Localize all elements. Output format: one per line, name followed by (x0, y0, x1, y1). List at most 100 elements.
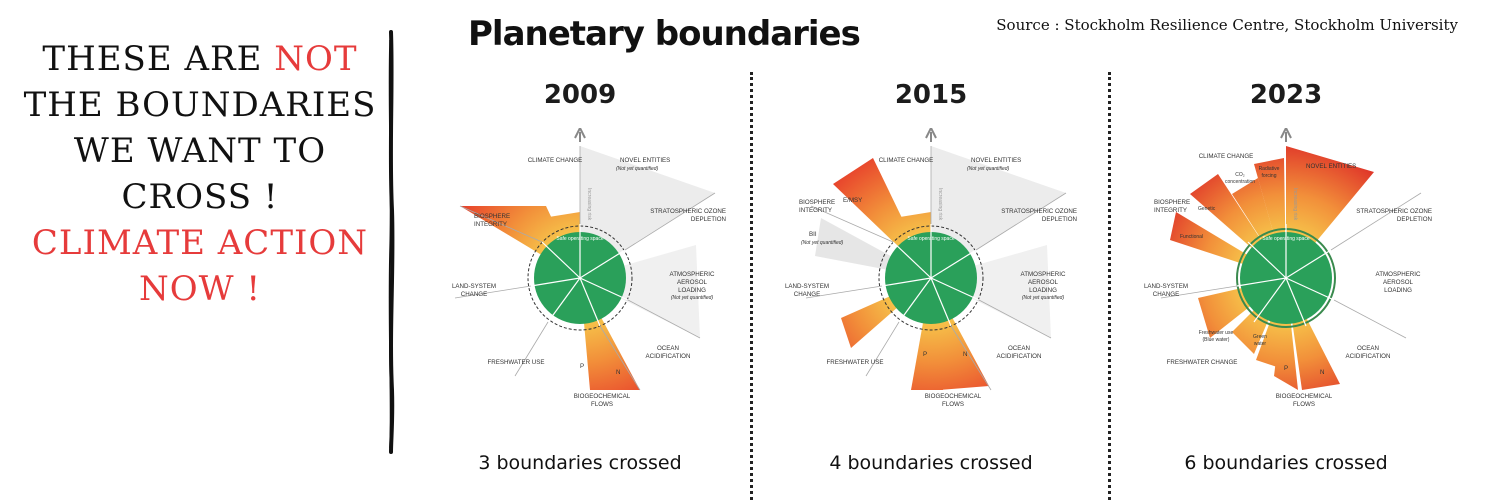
label-aerosol: ATMOSPHERIC (1021, 271, 1066, 278)
increasing-risk-arrow (925, 128, 937, 142)
slogan-line-1-text: THESE ARE (42, 39, 275, 79)
slogan-line-4: CROSS ! (121, 177, 279, 217)
label-ozone-2: DEPLETION (691, 216, 726, 223)
label-biogeochemical-2: FLOWS (942, 401, 964, 408)
climate-slogan: THESE ARE NOT THE BOUNDARIES WE WANT TO … (20, 36, 380, 312)
label-biosphere: BIOSPHERE (1154, 199, 1190, 206)
label-land-system-2: CHANGE (794, 291, 820, 298)
label-biosphere-2: INTEGRITY (1154, 207, 1187, 214)
not-quantified-sector (580, 146, 715, 278)
biogeochemical-p-wedge (1274, 278, 1298, 390)
boundaries-crossed-caption: 3 boundaries crossed (478, 452, 682, 474)
label-aerosol-3: LOADING (678, 287, 706, 294)
boundaries-wheel-2023: Increasing risk Safe operating space CLI… (1144, 128, 1432, 408)
label-biogeochemical: BIOGEOCHEMICAL (925, 393, 982, 400)
label-climate-change: CLIMATE CHANGE (879, 157, 934, 164)
label-ozone: STRATOSPHERIC OZONE (1001, 208, 1077, 215)
label-freshwater: FRESHWATER USE (487, 359, 544, 366)
label-p: P (923, 351, 927, 358)
not-quantified-sector (931, 245, 1051, 338)
label-radiative-forcing: Radiative (1259, 166, 1280, 172)
label-ozone: STRATOSPHERIC OZONE (650, 208, 726, 215)
label-co2-2: concentration (1225, 179, 1255, 185)
slogan-line-2: THE BOUNDARIES (23, 85, 377, 125)
label-genetic: Genetic (1198, 206, 1216, 212)
label-novel-entities: NOVEL ENTITIES (620, 157, 670, 164)
label-not-quantified: (Not yet quantified) (801, 240, 844, 246)
panel-2009: 2009 Increasing risk Safe operating (410, 76, 750, 496)
label-ocean: OCEAN (657, 345, 679, 352)
label-freshwater: FRESHWATER USE (826, 359, 883, 366)
divider-dotted-2 (1108, 72, 1111, 500)
increasing-risk-arrow (574, 128, 586, 142)
label-aerosol-2: AEROSOL (1383, 279, 1413, 286)
year-label: 2015 (894, 80, 968, 110)
label-land-system-2: CHANGE (1153, 291, 1179, 298)
safe-boundary-ring (878, 225, 984, 331)
label-green-water-2: water (1254, 341, 1267, 347)
label-climate-change: CLIMATE CHANGE (528, 157, 583, 164)
slogan-line-3: WE WANT TO (73, 131, 327, 171)
boundaries-crossed-caption: 6 boundaries crossed (1184, 452, 1388, 474)
label-ozone: STRATOSPHERIC OZONE (1356, 208, 1432, 215)
safe-space-label: Safe operating space (907, 236, 954, 242)
label-p: P (580, 363, 584, 370)
slogan-line-1: THESE ARE NOT (20, 36, 380, 82)
label-novel-entities: NOVEL ENTITIES (971, 157, 1021, 164)
safe-space-label: Safe operating space (1262, 236, 1309, 242)
label-co2: CO₂ (1235, 172, 1245, 178)
label-biogeochemical: BIOGEOCHEMICAL (1276, 393, 1333, 400)
boundaries-wheel-2015: Increasing risk Safe operating space CLI… (785, 128, 1077, 408)
year-label: 2009 (543, 80, 617, 110)
year-label: 2023 (1249, 80, 1323, 110)
boundaries-wheel-2009: Increasing risk Safe operating space CLI… (452, 128, 726, 408)
label-aerosol-2: AEROSOL (677, 279, 707, 286)
label-land-system: LAND-SYSTEM (1144, 283, 1188, 290)
label-p: P (1284, 365, 1288, 372)
label-biosphere-2: INTEGRITY (474, 221, 507, 228)
label-ocean-2: ACIDIFICATION (646, 353, 691, 360)
axis-label: Increasing risk (937, 188, 943, 221)
label-blue-water-2: (Blue water) (1203, 337, 1230, 343)
label-ocean: OCEAN (1008, 345, 1030, 352)
label-aerosol-2: AEROSOL (1028, 279, 1058, 286)
label-not-quantified: (Not yet quantified) (616, 166, 659, 172)
label-ozone-2: DEPLETION (1397, 216, 1432, 223)
label-ozone-2: DEPLETION (1042, 216, 1077, 223)
label-biosphere: BIOSPHERE (474, 213, 510, 220)
axis-label: Increasing risk (1292, 188, 1298, 221)
label-not-quantified: (Not yet quantified) (967, 166, 1010, 172)
label-climate-change: CLIMATE CHANGE (1199, 153, 1254, 160)
label-ocean-2: ACIDIFICATION (997, 353, 1042, 360)
label-land-system-2: CHANGE (461, 291, 487, 298)
label-n: N (616, 369, 620, 376)
biogeochemical-p-wedge (911, 278, 943, 390)
label-land-system: LAND-SYSTEM (452, 283, 496, 290)
panel-2023: 2023 Increasing risk Safe ope (1116, 76, 1456, 496)
label-land-system: LAND-SYSTEM (785, 283, 829, 290)
safe-space-label: Safe operating space (556, 236, 603, 242)
source-credit: Source : Stockholm Resilience Centre, St… (996, 16, 1458, 34)
increasing-risk-arrow (1280, 128, 1292, 142)
label-aerosol-3: LOADING (1029, 287, 1057, 294)
label-bii: BII (809, 231, 817, 238)
label-aerosol: ATMOSPHERIC (670, 271, 715, 278)
label-freshwater: FRESHWATER CHANGE (1167, 359, 1238, 366)
panel-2015: 2015 Increasing risk Safe (761, 76, 1101, 496)
label-not-quantified: (Not yet quantified) (1022, 295, 1065, 301)
label-novel-entities: NOVEL ENTITIES (1306, 163, 1356, 170)
label-aerosol-3: LOADING (1384, 287, 1412, 294)
safe-boundary-ring (527, 225, 633, 331)
label-biogeochemical: BIOGEOCHEMICAL (574, 393, 631, 400)
label-n: N (963, 351, 967, 358)
page-title: Planetary boundaries (468, 14, 861, 54)
label-aerosol: ATMOSPHERIC (1376, 271, 1421, 278)
not-quantified-sector (580, 245, 700, 338)
label-n: N (1320, 369, 1324, 376)
label-ocean-2: ACIDIFICATION (1346, 353, 1391, 360)
slogan-line-6: NOW ! (138, 269, 262, 309)
label-emsy: E/MSY (843, 197, 862, 204)
brush-stroke-divider (388, 30, 395, 454)
axis-label: Increasing risk (586, 188, 592, 221)
label-ocean: OCEAN (1357, 345, 1379, 352)
